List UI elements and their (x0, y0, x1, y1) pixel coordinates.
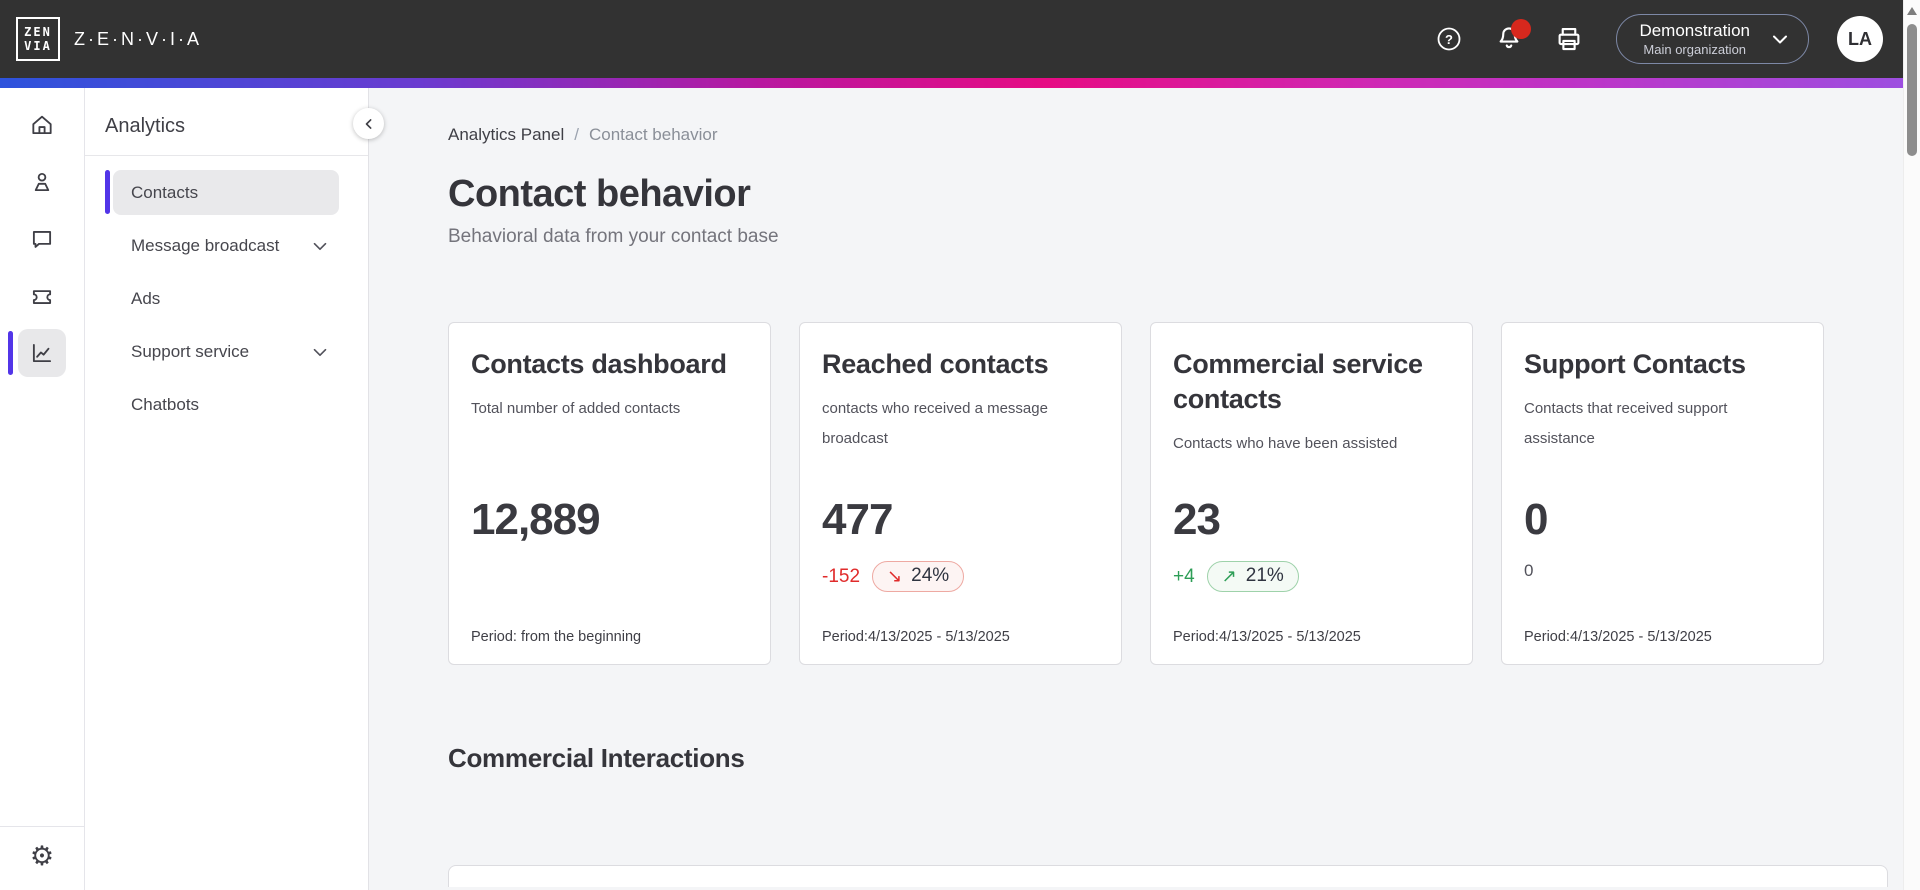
avatar[interactable]: LA (1837, 16, 1883, 62)
card-description: contacts who received a message broadcas… (822, 400, 1048, 448)
card-contacts-dashboard: Contacts dashboard Total number of added… (448, 322, 771, 665)
card-trend-row: +4 ↗ 21% (1173, 561, 1299, 592)
card-trend-row: -152 ↘ 24% (822, 561, 965, 592)
breadcrumb-separator: / (574, 125, 579, 144)
breadcrumb: Analytics Panel / Contact behavior (448, 125, 1903, 145)
line-chart-icon (32, 343, 52, 363)
card-value: 23 (1173, 495, 1221, 544)
person-icon (34, 172, 50, 192)
sidebar-item-support-service[interactable]: Support service (113, 329, 339, 374)
card-description: Contacts who have been assisted (1173, 435, 1398, 453)
organization-name: Demonstration (1639, 21, 1750, 41)
sidebar-divider (85, 155, 368, 156)
sidebar: Analytics Contacts Message broadcast Ads (85, 88, 384, 890)
gear-icon: ⚙ (29, 841, 55, 871)
sidebar-nav: Contacts Message broadcast Ads Support s… (85, 156, 368, 427)
ticket-icon (32, 290, 52, 304)
delta-value: -152 (822, 565, 861, 587)
logo-text-top: ZEN (24, 24, 52, 39)
card-period: Period:4/13/2025 - 5/13/2025 (822, 629, 1010, 645)
card-value: 0 (1524, 495, 1549, 544)
scrollbar-thumb[interactable] (1907, 24, 1917, 156)
card-reached-contacts: Reached contacts contacts who received a… (799, 322, 1122, 665)
card-title: Support Contacts (1524, 349, 1746, 379)
organization-selector[interactable]: Demonstration Main organization (1616, 14, 1809, 64)
help-button[interactable]: ? (1432, 22, 1466, 56)
sidebar-item-contacts[interactable]: Contacts (105, 170, 339, 215)
card-value: 12,889 (471, 495, 601, 544)
brand-wordmark: Z·E·N·V·I·A (74, 28, 202, 49)
top-bar-actions: ? Demonstration Main (1406, 14, 1883, 64)
card-trend-row: 0 (1524, 561, 1533, 581)
printer-icon (1559, 27, 1580, 51)
sidebar-item-chatbots[interactable]: Chatbots (113, 382, 339, 427)
trend-percent: 24% (911, 565, 950, 586)
trend-percent: 21% (1245, 565, 1284, 586)
card-period: Period:4/13/2025 - 5/13/2025 (1173, 629, 1361, 645)
chevron-left-icon (365, 118, 371, 129)
print-button[interactable] (1552, 22, 1586, 56)
card-period: Period: from the beginning (471, 629, 642, 645)
notifications-button[interactable] (1492, 19, 1532, 56)
rail-item-messages[interactable] (18, 215, 66, 263)
page-subtitle: Behavioral data from your contact base (448, 226, 779, 247)
trend-badge-down: ↘ 24% (872, 561, 965, 592)
notification-badge (1511, 19, 1532, 39)
help-icon: ? (1438, 27, 1461, 51)
sidebar-item-label: Support service (131, 341, 250, 361)
help-glyph: ? (1445, 32, 1453, 47)
delta-value: 0 (1524, 561, 1534, 580)
rail-item-analytics[interactable] (8, 329, 66, 377)
rail-item-home[interactable] (18, 101, 66, 149)
card-support-contacts: Support Contacts Contacts that received … (1501, 322, 1824, 665)
card-period: Period:4/13/2025 - 5/13/2025 (1524, 629, 1712, 645)
sidebar-item-message-broadcast[interactable]: Message broadcast (113, 223, 339, 268)
organization-subtitle: Main organization (1643, 41, 1747, 57)
sidebar-item-label: Chatbots (131, 394, 200, 414)
home-icon (32, 115, 52, 135)
organization-texts: Demonstration Main organization (1639, 20, 1750, 58)
trend-badge-up: ↗ 21% (1206, 561, 1299, 592)
sidebar-item-ads[interactable]: Ads (113, 276, 339, 321)
sidebar-item-label: Contacts (131, 182, 199, 202)
chat-bubble-icon (32, 231, 52, 248)
rail-item-tickets[interactable] (18, 272, 66, 320)
settings-button[interactable]: ⚙ (30, 843, 54, 870)
logo-text-bottom: VIA (24, 38, 52, 53)
trend-up-icon: ↗ (1221, 565, 1237, 586)
sidebar-item-label: Message broadcast (131, 235, 280, 255)
page-scrollbar[interactable] (1903, 0, 1920, 890)
commercial-interactions-panel (448, 865, 1888, 887)
page-title: Contact behavior (448, 173, 751, 215)
card-commercial-service-contacts: Commercial service contacts Contacts who… (1150, 322, 1473, 665)
card-value: 477 (822, 495, 893, 544)
card-title: Reached contacts (822, 349, 1049, 379)
icon-rail: ⚙ (0, 88, 85, 890)
breadcrumb-parent-link[interactable]: Analytics Panel (448, 125, 565, 144)
card-title: Commercial service contacts (1173, 349, 1423, 415)
kpi-cards: Contacts dashboard Total number of added… (448, 322, 1903, 665)
card-description: Total number of added contacts (471, 400, 681, 418)
accent-gradient-bar (0, 78, 1903, 88)
chevron-down-icon (1773, 35, 1787, 44)
breadcrumb-current: Contact behavior (588, 125, 718, 144)
chevron-down-icon (313, 348, 327, 356)
card-title: Contacts dashboard (471, 349, 727, 379)
rail-footer: ⚙ (0, 826, 84, 890)
top-bar: ZEN VIA Z·E·N·V·I·A ? (0, 0, 1903, 78)
chevron-down-icon (313, 242, 327, 250)
scrollbar-up-arrow[interactable] (1907, 7, 1917, 15)
main-content: Analytics Panel / Contact behavior Conta… (369, 88, 1903, 890)
sidebar-title: Analytics (105, 115, 186, 137)
delta-value: +4 (1173, 565, 1195, 587)
card-description: Contacts that received support assistanc… (1524, 400, 1728, 448)
trend-down-icon: ↘ (887, 565, 903, 586)
sidebar-collapse-button[interactable] (353, 108, 384, 139)
rail-item-contacts[interactable] (18, 158, 66, 206)
zenvia-logo-icon: ZEN VIA (16, 17, 60, 61)
section-title-commercial-interactions: Commercial Interactions (448, 743, 745, 773)
sidebar-item-label: Ads (131, 288, 161, 308)
